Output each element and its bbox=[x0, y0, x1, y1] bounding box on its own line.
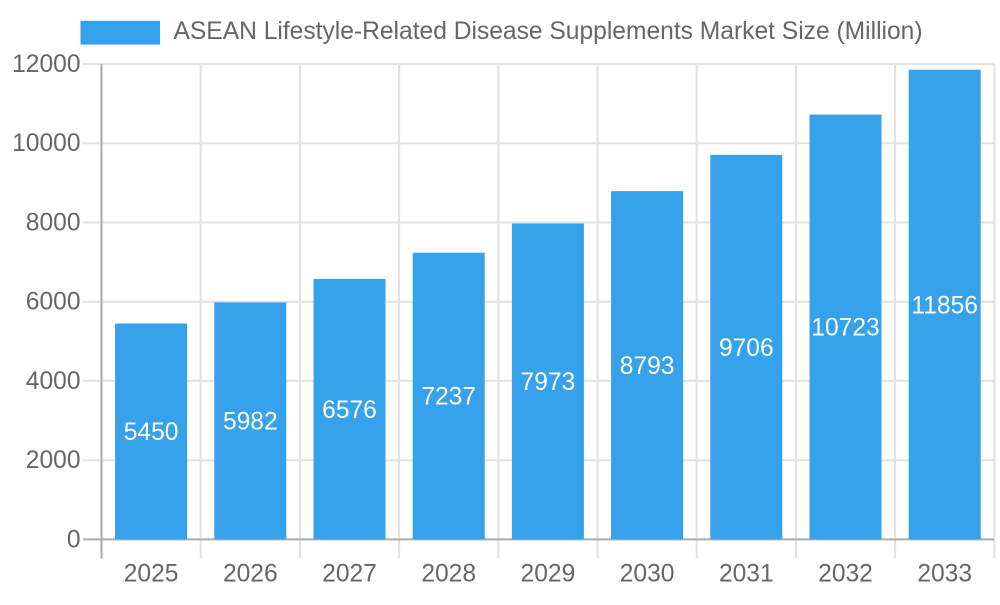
svg-text:ASEAN Lifestyle-Related Diseas: ASEAN Lifestyle-Related Disease Suppleme… bbox=[174, 18, 923, 45]
svg-text:2031: 2031 bbox=[719, 561, 774, 588]
svg-text:7973: 7973 bbox=[521, 369, 576, 396]
svg-text:4000: 4000 bbox=[26, 368, 81, 395]
svg-text:2027: 2027 bbox=[322, 561, 377, 588]
svg-text:12000: 12000 bbox=[12, 51, 80, 78]
svg-text:8793: 8793 bbox=[620, 353, 675, 380]
svg-text:10723: 10723 bbox=[811, 315, 879, 342]
svg-text:2026: 2026 bbox=[223, 561, 278, 588]
svg-text:0: 0 bbox=[67, 526, 81, 553]
svg-text:2030: 2030 bbox=[620, 561, 675, 588]
svg-text:9706: 9706 bbox=[719, 335, 774, 362]
svg-text:11856: 11856 bbox=[911, 292, 978, 319]
svg-text:2033: 2033 bbox=[917, 561, 972, 588]
svg-text:6576: 6576 bbox=[322, 397, 377, 424]
svg-text:2025: 2025 bbox=[124, 561, 179, 588]
svg-text:2032: 2032 bbox=[818, 561, 873, 588]
svg-text:8000: 8000 bbox=[26, 210, 81, 237]
svg-text:10000: 10000 bbox=[12, 130, 80, 157]
svg-text:7237: 7237 bbox=[421, 384, 476, 411]
svg-text:5982: 5982 bbox=[223, 409, 278, 436]
svg-text:2029: 2029 bbox=[521, 561, 576, 588]
svg-text:2000: 2000 bbox=[26, 447, 81, 474]
svg-text:6000: 6000 bbox=[26, 289, 81, 316]
svg-text:5450: 5450 bbox=[124, 419, 179, 446]
svg-text:2028: 2028 bbox=[421, 561, 476, 588]
